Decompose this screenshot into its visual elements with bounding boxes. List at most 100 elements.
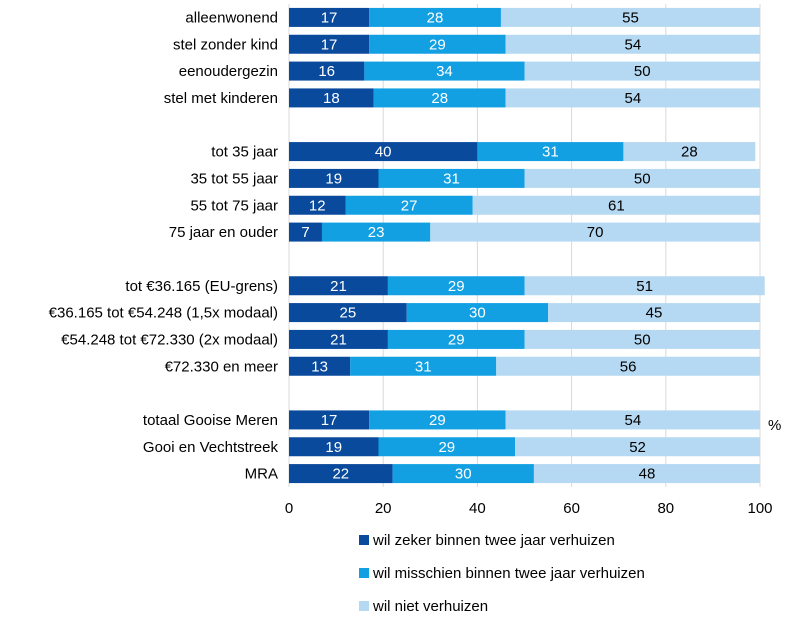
bar-segment bbox=[505, 34, 760, 54]
x-tick-label: 20 bbox=[375, 500, 392, 517]
bar-segment bbox=[289, 142, 478, 162]
data-label: 61 bbox=[608, 197, 625, 214]
bar-segment bbox=[289, 168, 379, 188]
data-label: 25 bbox=[340, 305, 357, 322]
x-tick-label: 40 bbox=[469, 500, 486, 517]
bar-segment bbox=[505, 410, 760, 430]
data-label: 22 bbox=[332, 466, 349, 483]
bar-segment bbox=[430, 222, 760, 242]
category-label: 35 tot 55 jaar bbox=[190, 170, 278, 187]
bar-segment bbox=[289, 61, 365, 81]
legend-label: wil misschien binnen twee jaar verhuizen bbox=[373, 564, 645, 582]
bar-segment bbox=[289, 276, 388, 296]
data-label: 50 bbox=[634, 170, 651, 187]
data-label: 29 bbox=[448, 331, 465, 348]
data-label: 13 bbox=[311, 358, 328, 375]
data-label: 30 bbox=[469, 305, 486, 322]
category-label: Gooi en Vechtstreek bbox=[143, 439, 279, 456]
data-label: 12 bbox=[309, 197, 326, 214]
bar-segment bbox=[289, 303, 407, 323]
category-label: €36.165 tot €54.248 (1,5x modaal) bbox=[49, 305, 278, 322]
bar-segment bbox=[533, 464, 760, 484]
data-label: 29 bbox=[429, 412, 446, 429]
bar-segment bbox=[289, 464, 393, 484]
bar-segment bbox=[289, 195, 346, 215]
data-label: 28 bbox=[681, 144, 698, 161]
data-label: 27 bbox=[401, 197, 418, 214]
data-label: 34 bbox=[436, 63, 453, 80]
legend-swatch bbox=[359, 535, 369, 545]
bar-segment bbox=[524, 329, 760, 349]
bar-segment bbox=[524, 168, 760, 188]
x-tick-label: 0 bbox=[285, 500, 293, 517]
data-label: 56 bbox=[620, 358, 637, 375]
bar-segment bbox=[289, 410, 370, 430]
category-label: stel met kinderen bbox=[164, 90, 278, 107]
bar-segment bbox=[369, 410, 506, 430]
category-label: MRA bbox=[245, 466, 278, 483]
x-tick-label: 80 bbox=[657, 500, 674, 517]
bar-segment bbox=[289, 222, 322, 242]
data-label: 28 bbox=[431, 90, 448, 107]
data-label: 40 bbox=[375, 144, 392, 161]
data-label: 55 bbox=[622, 9, 639, 26]
unit-label: % bbox=[768, 417, 781, 434]
legend-item: wil niet verhuizen bbox=[359, 596, 645, 616]
data-label: 50 bbox=[634, 331, 651, 348]
x-axis-ticks: 0 20 40 60 80 100 bbox=[285, 500, 773, 517]
bar-segment bbox=[378, 437, 516, 457]
category-label: stel zonder kind bbox=[173, 36, 278, 53]
data-label: 23 bbox=[368, 224, 385, 241]
bar-segment bbox=[289, 437, 379, 457]
data-label: 16 bbox=[318, 63, 335, 80]
data-label: 54 bbox=[624, 90, 641, 107]
bar-segment bbox=[500, 7, 760, 27]
bar-segment bbox=[289, 329, 388, 349]
data-label: 31 bbox=[542, 144, 559, 161]
bar-segment bbox=[373, 88, 506, 108]
category-label: alleenwonend bbox=[185, 9, 278, 26]
data-label: 45 bbox=[646, 305, 663, 322]
category-label: 75 jaar en ouder bbox=[169, 224, 278, 241]
data-label: 30 bbox=[455, 466, 472, 483]
gridlines bbox=[288, 4, 761, 487]
bar-segment bbox=[289, 88, 374, 108]
legend-item: wil zeker binnen twee jaar verhuizen bbox=[359, 530, 645, 550]
data-label: 51 bbox=[636, 278, 653, 295]
legend-swatch bbox=[359, 601, 369, 611]
data-label: 21 bbox=[330, 278, 347, 295]
bar-segment bbox=[369, 34, 506, 54]
data-label: 31 bbox=[415, 358, 432, 375]
bar-segment bbox=[515, 437, 760, 457]
category-label: tot €36.165 (EU-grens) bbox=[125, 278, 278, 295]
bar-segment bbox=[289, 34, 370, 54]
data-label: 19 bbox=[325, 170, 342, 187]
data-label: 29 bbox=[429, 36, 446, 53]
bar-segment bbox=[289, 356, 351, 376]
category-label: tot 35 jaar bbox=[211, 144, 278, 161]
data-label: 70 bbox=[587, 224, 604, 241]
category-label: eenoudergezin bbox=[179, 63, 278, 80]
data-label: 7 bbox=[301, 224, 309, 241]
bars: 17 28 55 17 29 54 16 34 50 18 28 54 40 31 28 19 31 50 12 27… bbox=[289, 7, 765, 484]
legend-item: wil misschien binnen twee jaar verhuizen bbox=[359, 563, 645, 583]
bar-segment bbox=[350, 356, 497, 376]
legend-label: wil niet verhuizen bbox=[373, 597, 489, 615]
bar-segment bbox=[387, 276, 525, 296]
data-label: 17 bbox=[321, 9, 338, 26]
data-label: 17 bbox=[321, 412, 338, 429]
data-label: 21 bbox=[330, 331, 347, 348]
data-label: 28 bbox=[427, 9, 444, 26]
data-label: 17 bbox=[321, 36, 338, 53]
category-labels: alleenwonend stel zonder kind eenoudergezi… bbox=[49, 9, 279, 482]
bar-segment bbox=[524, 276, 765, 296]
bar-segment bbox=[548, 303, 760, 323]
data-label: 29 bbox=[448, 278, 465, 295]
bar-segment bbox=[392, 464, 534, 484]
data-label: 54 bbox=[624, 36, 641, 53]
data-label: 48 bbox=[639, 466, 656, 483]
legend: wil zeker binnen twee jaar verhuizen wil… bbox=[359, 530, 645, 629]
bar-segment bbox=[496, 356, 760, 376]
data-label: 19 bbox=[325, 439, 342, 456]
